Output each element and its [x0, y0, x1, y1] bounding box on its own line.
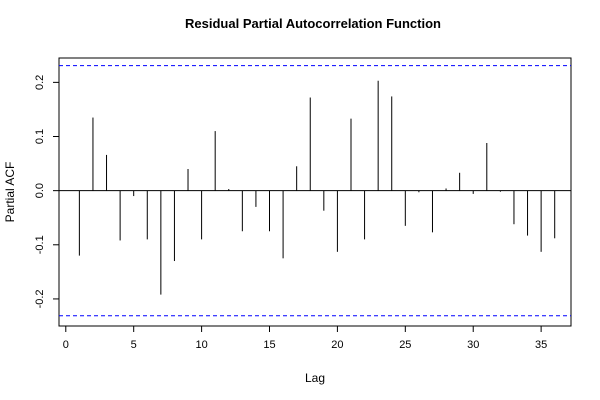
x-axis-label: Lag [305, 371, 325, 385]
y-tick-label: -0.1 [34, 235, 46, 254]
x-tick-label: 0 [63, 339, 69, 351]
x-tick-label: 35 [535, 339, 547, 351]
x-tick-label: 25 [399, 339, 411, 351]
y-tick-label: 0.1 [34, 129, 46, 144]
x-tick-label: 15 [263, 339, 275, 351]
x-tick-label: 20 [331, 339, 343, 351]
x-tick-label: 30 [467, 339, 479, 351]
y-axis-label: Partial ACF [3, 162, 17, 223]
x-tick-label: 5 [131, 339, 137, 351]
x-tick-label: 10 [195, 339, 207, 351]
y-tick-label: 0.2 [34, 75, 46, 90]
y-tick-label: 0.0 [34, 183, 46, 198]
y-tick-label: -0.2 [34, 289, 46, 308]
chart-title: Residual Partial Autocorrelation Functio… [185, 16, 441, 31]
plot-frame [58, 57, 572, 327]
